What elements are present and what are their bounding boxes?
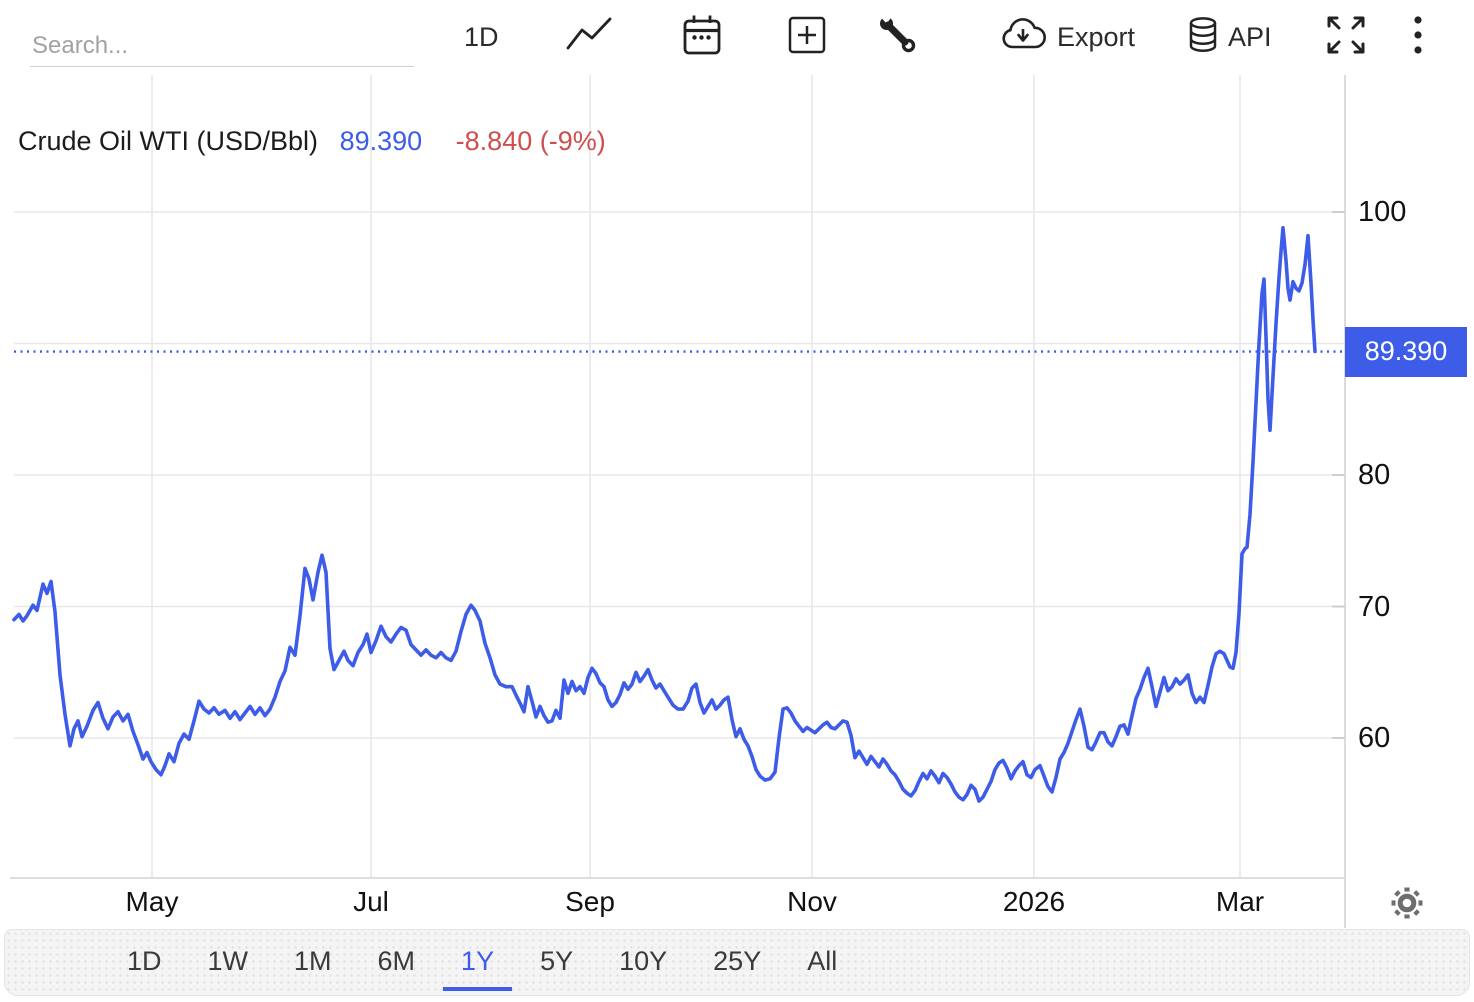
calendar-button[interactable] <box>682 0 722 75</box>
range-tab-1w[interactable]: 1W <box>207 945 249 976</box>
kebab-menu-icon <box>1412 14 1424 61</box>
range-tab-25y[interactable]: 25Y <box>713 945 762 976</box>
x-axis-label-sep: Sep <box>565 886 615 917</box>
range-tab-1y[interactable]: 1Y <box>443 935 513 991</box>
settings-button[interactable] <box>1389 885 1425 921</box>
last-price: 89.390 <box>339 126 423 156</box>
instrument-title: Crude Oil WTI (USD/Bbl) <box>18 126 319 156</box>
export-button[interactable]: Export <box>999 0 1135 75</box>
range-tab-all[interactable]: All <box>807 945 838 976</box>
x-axis-label-jul: Jul <box>353 886 389 917</box>
expand-arrows-icon <box>1324 13 1368 62</box>
range-tab-10y[interactable]: 10Y <box>619 945 668 976</box>
api-button[interactable]: API <box>1188 0 1272 75</box>
current-price-badge: 89.390 <box>1345 326 1467 377</box>
x-axis-label-nov: Nov <box>787 886 837 917</box>
tools-button[interactable] <box>877 0 917 75</box>
interval-label: 1D <box>464 22 499 52</box>
price-series-line <box>12 226 1317 803</box>
range-tab-6m[interactable]: 6M <box>377 945 416 976</box>
x-axis-label-2026: 2026 <box>1002 886 1066 917</box>
line-chart-icon <box>566 17 612 58</box>
y-axis-label-60: 60 <box>1358 722 1391 754</box>
chart-type-button[interactable] <box>566 0 612 75</box>
search-input[interactable] <box>30 26 414 67</box>
range-selector-bar: 1D 1W 1M 6M 1Y 5Y 10Y 25Y All <box>4 929 1470 996</box>
export-label: Export <box>1057 22 1136 52</box>
range-tab-5y[interactable]: 5Y <box>540 945 574 976</box>
add-compare-button[interactable] <box>788 0 826 75</box>
cloud-download-icon <box>999 18 1047 57</box>
y-axis-label-70: 70 <box>1358 590 1391 623</box>
calendar-icon <box>682 13 722 62</box>
y-axis-label-100: 100 <box>1358 196 1407 228</box>
header: Crude Oil WTI (USD/Bbl) 89.390 -8.840 (-… <box>18 126 606 157</box>
toolbar: 1D <box>0 0 1474 75</box>
database-icon <box>1188 16 1218 59</box>
range-tab-1d[interactable]: 1D <box>127 945 162 976</box>
wrench-icon <box>877 13 917 60</box>
interval-selector[interactable]: 1D <box>464 0 499 75</box>
plus-square-icon <box>788 16 826 59</box>
gear-icon <box>1389 887 1425 925</box>
x-axis-label-mar: Mar <box>1215 886 1265 917</box>
fullscreen-button[interactable] <box>1324 0 1368 75</box>
api-label: API <box>1228 22 1272 52</box>
more-menu-button[interactable] <box>1412 0 1424 75</box>
range-tab-1m[interactable]: 1M <box>294 945 332 976</box>
current-price-badge-value: 89.390 <box>1364 336 1448 367</box>
y-axis-label-80: 80 <box>1358 459 1391 491</box>
price-change: -8.840 (-9%) <box>455 126 606 156</box>
x-axis-label-may: May <box>125 886 179 917</box>
